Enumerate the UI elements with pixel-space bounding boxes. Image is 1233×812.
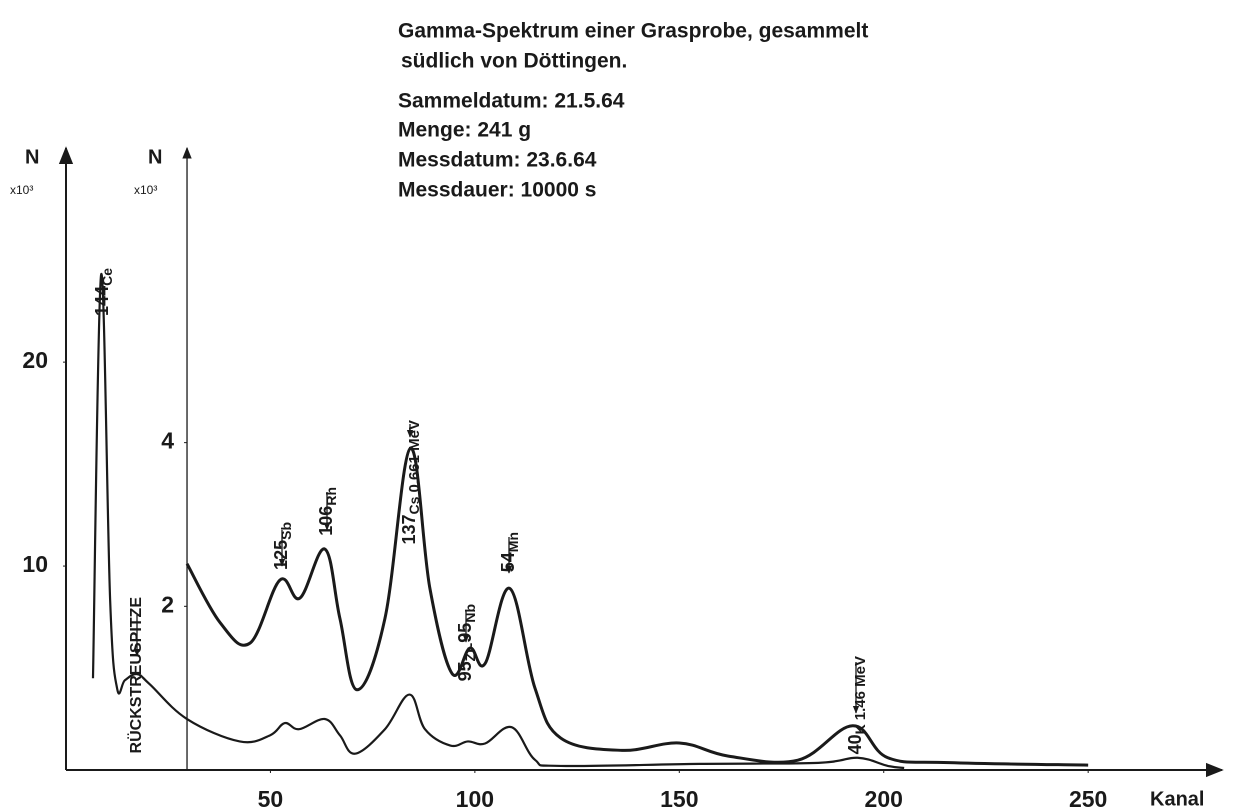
title-block: Gamma-Spektrum einer Grasprobe, gesammel…: [398, 20, 868, 202]
mass-number: 95: [455, 623, 475, 643]
energy: 1.46 MeV: [852, 656, 869, 720]
element-symbol: Rh: [323, 487, 339, 506]
x-tick-label: 200: [865, 786, 903, 812]
label-text: RÜCKSTREUSPITZE: [126, 597, 145, 754]
mass-number: 54: [498, 552, 518, 572]
element-symbol: Sb: [278, 522, 294, 540]
y-axis-unit: x10³: [10, 183, 33, 197]
element-symbol: Zr-: [462, 642, 478, 661]
element-symbol: K: [852, 724, 868, 734]
y2-axis-label: N: [148, 146, 162, 168]
x-tick-label: 250: [1069, 786, 1107, 812]
y2-tick-label: 4: [161, 428, 174, 454]
element-symbol: Mn: [505, 532, 521, 552]
chart-title: Gamma-Spektrum einer Grasprobe, gesammel…: [398, 20, 868, 43]
mass-number: 95: [455, 661, 475, 681]
mass-number: 125: [271, 540, 291, 570]
x-tick-label: 50: [258, 786, 284, 812]
note: Sammeldatum: 21.5.64: [398, 90, 625, 113]
chart-title: südlich von Döttingen.: [401, 50, 627, 73]
mass-number: 144: [92, 286, 112, 316]
energy: 0.661 MeV: [406, 420, 423, 493]
mass-number: 137: [399, 514, 419, 544]
x-tick-label: 100: [456, 786, 494, 812]
element-symbol: Nb: [462, 604, 478, 623]
x-tick-label: 150: [660, 786, 698, 812]
mass-number: 106: [316, 506, 336, 536]
y2-tick-label: 2: [161, 591, 174, 617]
y-tick-label: 10: [22, 551, 48, 577]
y-tick-label: 20: [22, 347, 48, 373]
peak-label: 144Ce: [92, 268, 115, 316]
peak-label: 137Cs 0.661 MeV: [399, 420, 423, 545]
y2-axis-unit: x10³: [134, 183, 157, 197]
element-symbol: Ce: [99, 268, 115, 286]
element-symbol: Cs: [406, 496, 422, 514]
note: Messdatum: 23.6.64: [398, 149, 597, 172]
mass-number: 40: [845, 734, 865, 754]
x-axis-label: Kanal: [1150, 788, 1204, 810]
spectrum-line: [185, 446, 1089, 767]
peak-label: RÜCKSTREUSPITZE: [126, 597, 145, 754]
y-axis-label: N: [25, 146, 39, 168]
spectrum-line: [91, 273, 905, 770]
note: Menge: 241 g: [398, 119, 531, 142]
note: Messdauer: 10000 s: [398, 179, 596, 202]
peak-label: 40K 1.46 MeV: [845, 656, 869, 754]
